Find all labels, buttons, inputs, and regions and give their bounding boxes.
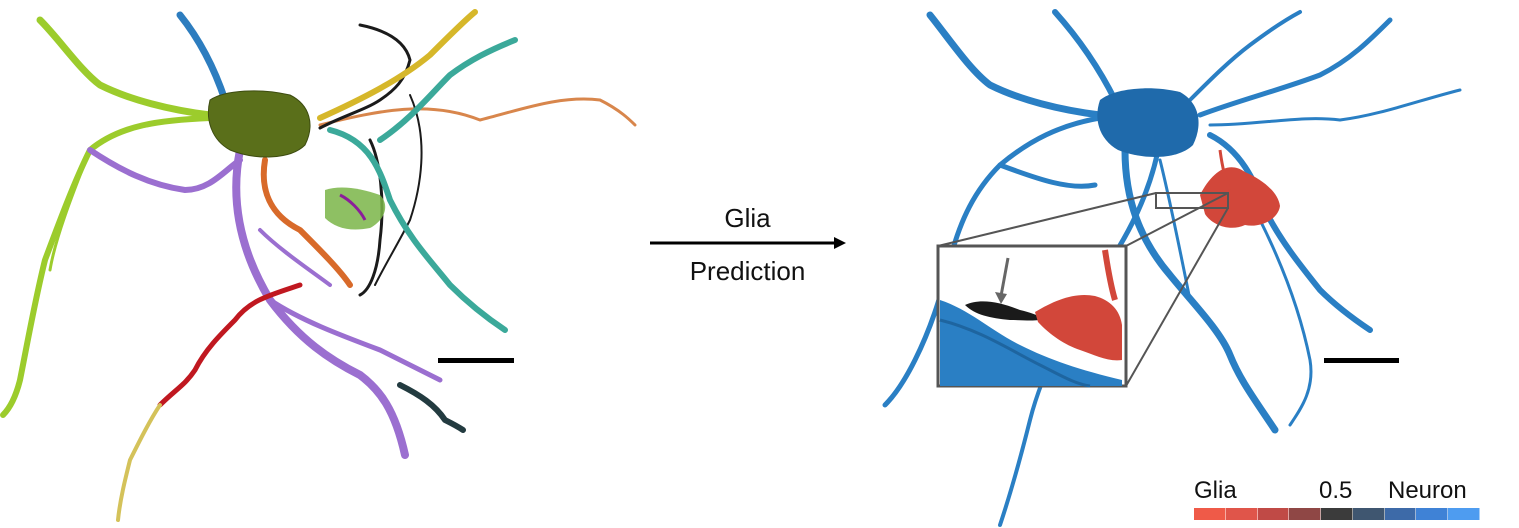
- legend-swatch: [1416, 508, 1449, 520]
- legend-swatch: [1384, 508, 1417, 520]
- legend-swatch: [1289, 508, 1322, 520]
- legend-neuron-label: Neuron: [1388, 477, 1467, 504]
- legend-swatch: [1321, 508, 1353, 520]
- prediction-drawing: [882, 9, 1462, 527]
- legend-swatch: [1257, 508, 1290, 520]
- pointer-arrow-icon: [999, 257, 1010, 297]
- right-prediction-panel: [860, 0, 1519, 528]
- arrow-icon: [650, 237, 846, 249]
- legend-mid-label: 0.5: [1319, 477, 1353, 504]
- legend-glia-label: Glia: [1194, 477, 1237, 504]
- legend-colorbar: [1194, 508, 1481, 520]
- scale-bar-left: [438, 358, 514, 363]
- legend-labels: Glia 0.5 Neuron: [1192, 477, 1484, 507]
- scale-bar-right: [1324, 358, 1399, 363]
- legend-swatch: [1448, 508, 1481, 520]
- arrow-label-bottom: Prediction: [689, 256, 806, 286]
- left-reconstruction-panel: [0, 0, 640, 528]
- arrow-label-top: Glia: [724, 203, 771, 233]
- legend-swatch: [1194, 508, 1226, 520]
- legend-swatch: [1225, 508, 1258, 520]
- neuron-segmentation-drawing: [0, 9, 637, 522]
- legend-swatch: [1352, 508, 1385, 520]
